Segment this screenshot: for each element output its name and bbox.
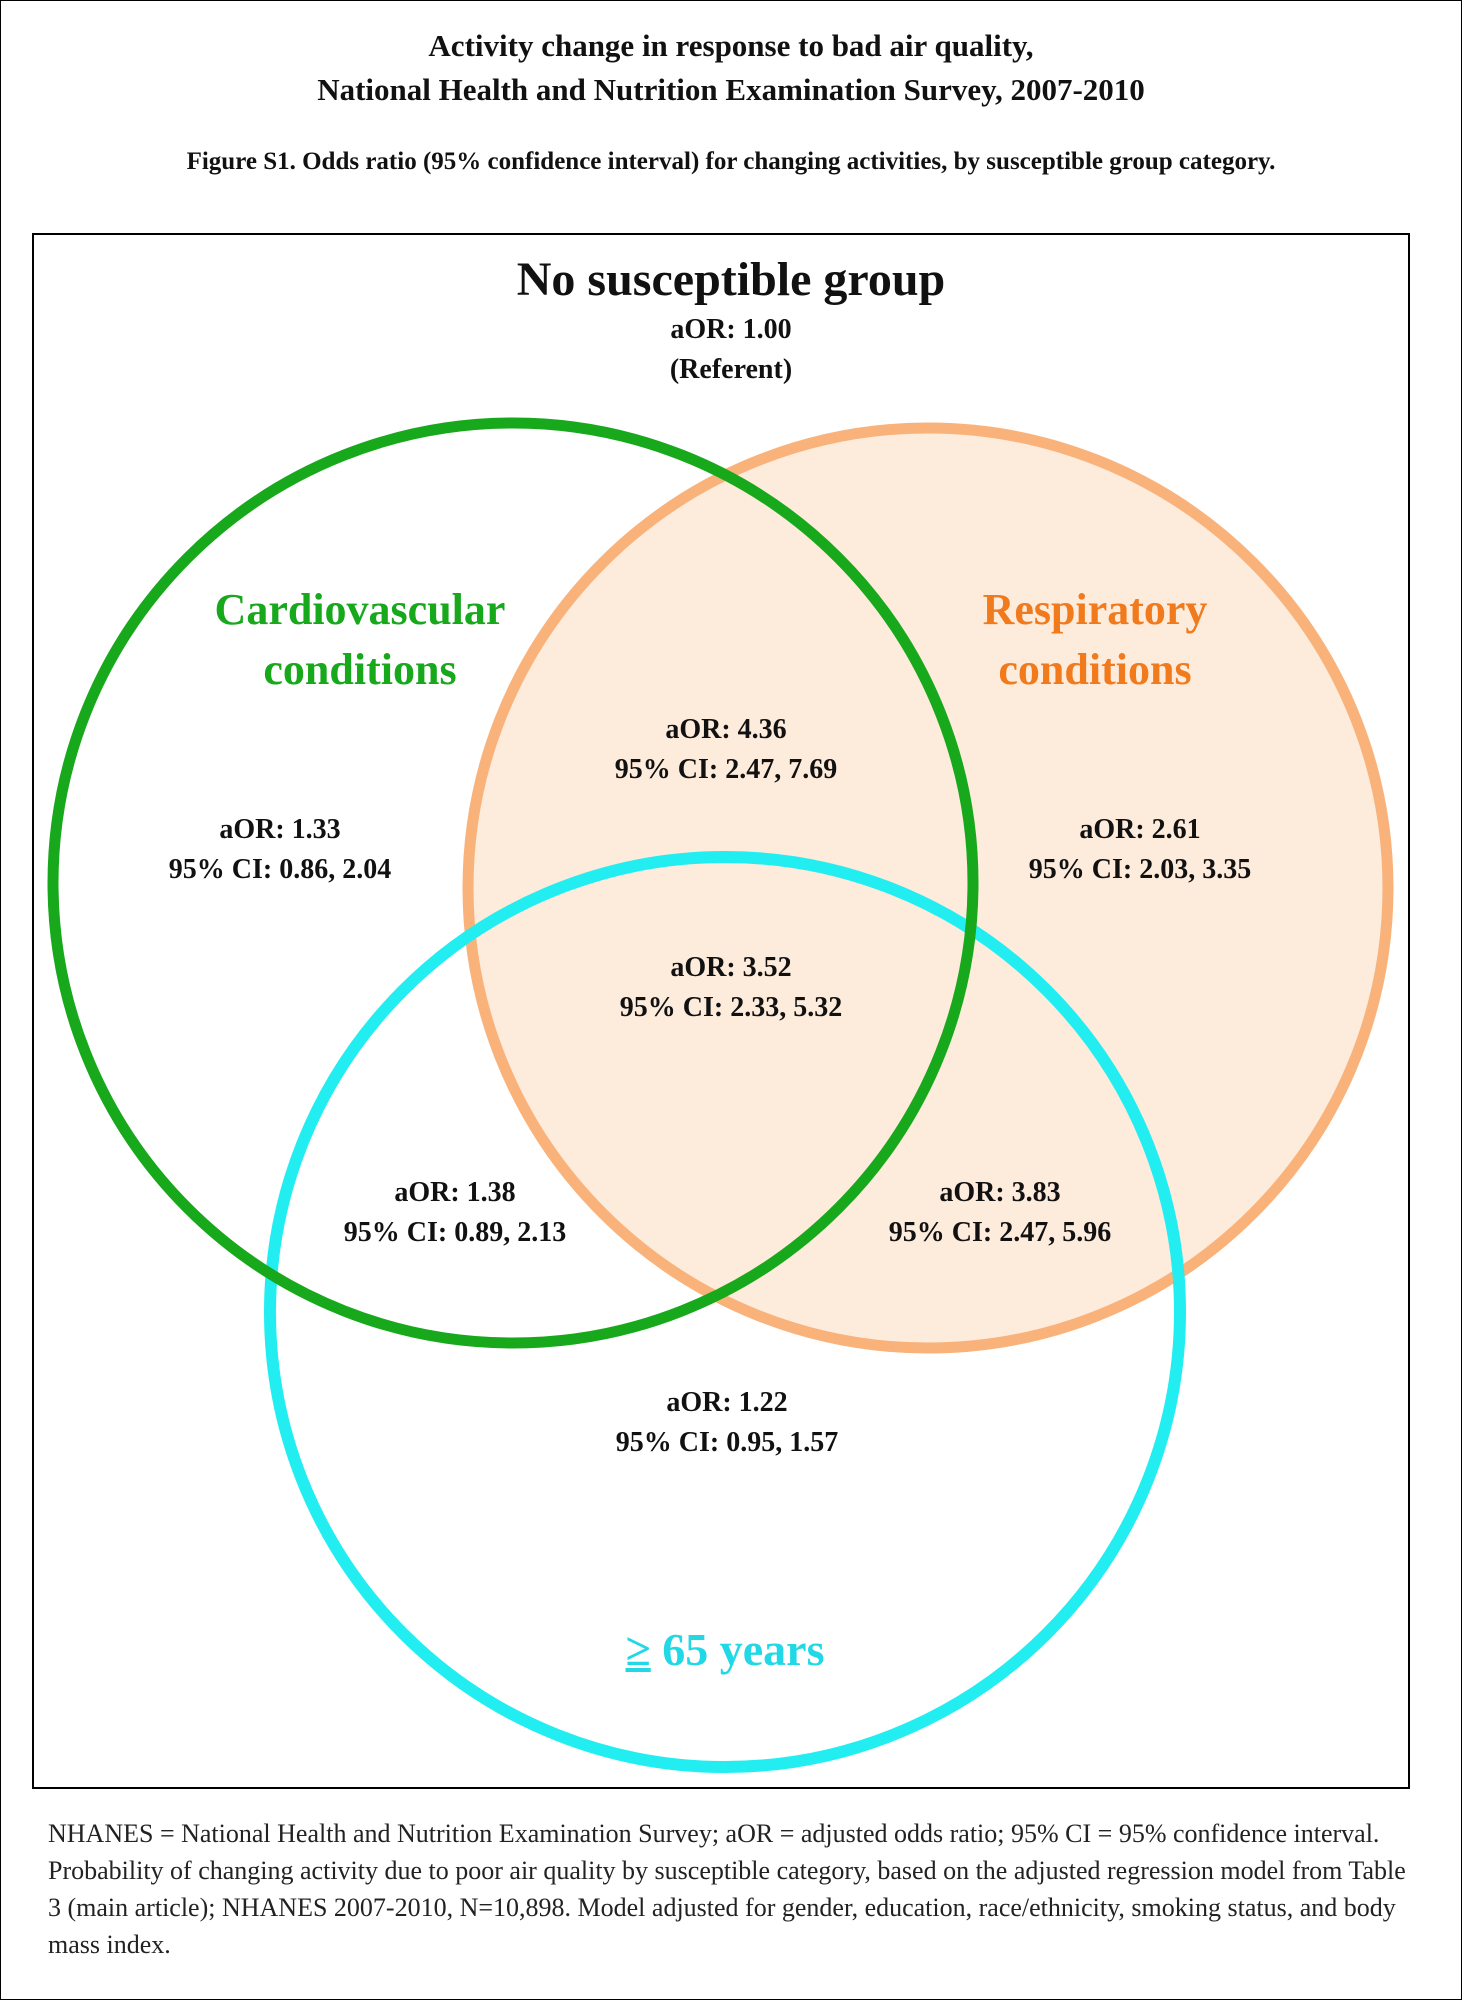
region-aor: aOR: 1.33 bbox=[219, 814, 341, 845]
no-group-title: No susceptible group bbox=[516, 253, 946, 306]
respiratory-circle bbox=[462, 422, 1394, 1354]
region-ci: 95% CI: 0.89, 2.13 bbox=[343, 1217, 567, 1248]
title-line-2: National Health and Nutrition Examinatio… bbox=[317, 72, 1145, 107]
region-all-three: aOR: 3.52 95% CI: 2.33, 5.32 bbox=[511, 948, 951, 1028]
region-cardio-resp: aOR: 4.36 95% CI: 2.47, 7.69 bbox=[506, 710, 946, 790]
age-label-symbol: ≥ bbox=[625, 1624, 651, 1675]
age-label-text: 65 years bbox=[650, 1624, 825, 1675]
region-ci: 95% CI: 0.95, 1.57 bbox=[615, 1427, 839, 1458]
region-resp-only: aOR: 2.61 95% CI: 2.03, 3.35 bbox=[920, 810, 1360, 890]
figure-caption: Figure S1. Odds ratio (95% confidence in… bbox=[186, 148, 1276, 175]
region-ci: 95% CI: 2.47, 5.96 bbox=[888, 1217, 1112, 1248]
cardiovascular-label: Cardiovascular conditions bbox=[130, 580, 590, 700]
cardiovascular-label-line2: conditions bbox=[263, 645, 457, 694]
region-aor: aOR: 4.36 bbox=[665, 714, 787, 745]
region-ci: 95% CI: 0.86, 2.04 bbox=[168, 854, 392, 885]
age-circle bbox=[264, 851, 1186, 1773]
respiratory-label: Respiratory conditions bbox=[865, 580, 1325, 700]
region-aor: aOR: 1.22 bbox=[666, 1387, 788, 1418]
region-ci: 95% CI: 2.47, 7.69 bbox=[614, 754, 838, 785]
respiratory-label-line2: conditions bbox=[998, 645, 1192, 694]
title-line-1: Activity change in response to bad air q… bbox=[428, 28, 1034, 63]
region-ci: 95% CI: 2.03, 3.35 bbox=[1028, 854, 1252, 885]
region-cardio-only: aOR: 1.33 95% CI: 0.86, 2.04 bbox=[60, 810, 500, 890]
region-cardio-age: aOR: 1.38 95% CI: 0.89, 2.13 bbox=[235, 1173, 675, 1253]
region-resp-age: aOR: 3.83 95% CI: 2.47, 5.96 bbox=[780, 1173, 1220, 1253]
region-aor: aOR: 1.38 bbox=[394, 1177, 516, 1208]
respiratory-label-line1: Respiratory bbox=[982, 585, 1208, 634]
region-aor: aOR: 3.83 bbox=[939, 1177, 1061, 1208]
region-aor: aOR: 3.52 bbox=[670, 952, 792, 983]
no-group-referent: (Referent) bbox=[669, 354, 793, 385]
cardiovascular-label-line1: Cardiovascular bbox=[214, 585, 506, 634]
cardiovascular-circle bbox=[47, 417, 979, 1349]
footnote: NHANES = National Health and Nutrition E… bbox=[48, 1819, 1406, 1959]
region-aor: aOR: 2.61 bbox=[1079, 814, 1201, 845]
age-label: ≥ 65 years bbox=[495, 1620, 955, 1680]
figure-box bbox=[32, 233, 1410, 1789]
no-group-aor: aOR: 1.00 bbox=[670, 314, 792, 345]
region-age-only: aOR: 1.22 95% CI: 0.95, 1.57 bbox=[507, 1383, 947, 1463]
region-ci: 95% CI: 2.33, 5.32 bbox=[619, 992, 843, 1023]
